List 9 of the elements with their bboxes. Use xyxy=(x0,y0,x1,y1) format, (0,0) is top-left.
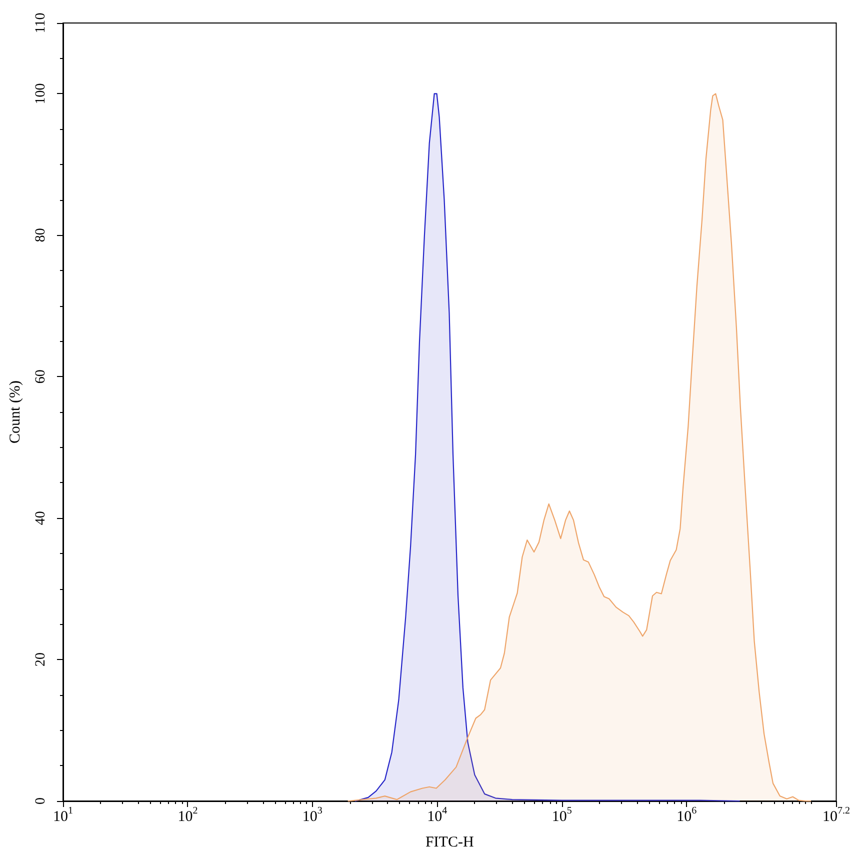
x-axis-title: FITC-H xyxy=(425,834,474,850)
y-tick-label: 20 xyxy=(34,652,48,667)
y-tick-label: 80 xyxy=(34,228,48,242)
y-axis-title: Count (%) xyxy=(8,380,24,444)
y-tick-label: 60 xyxy=(34,370,48,384)
y-tick-label: 110 xyxy=(34,12,48,34)
y-tick-label: 100 xyxy=(34,83,48,104)
y-tick-label: 40 xyxy=(34,511,48,526)
y-tick-label: 0 xyxy=(34,798,48,804)
